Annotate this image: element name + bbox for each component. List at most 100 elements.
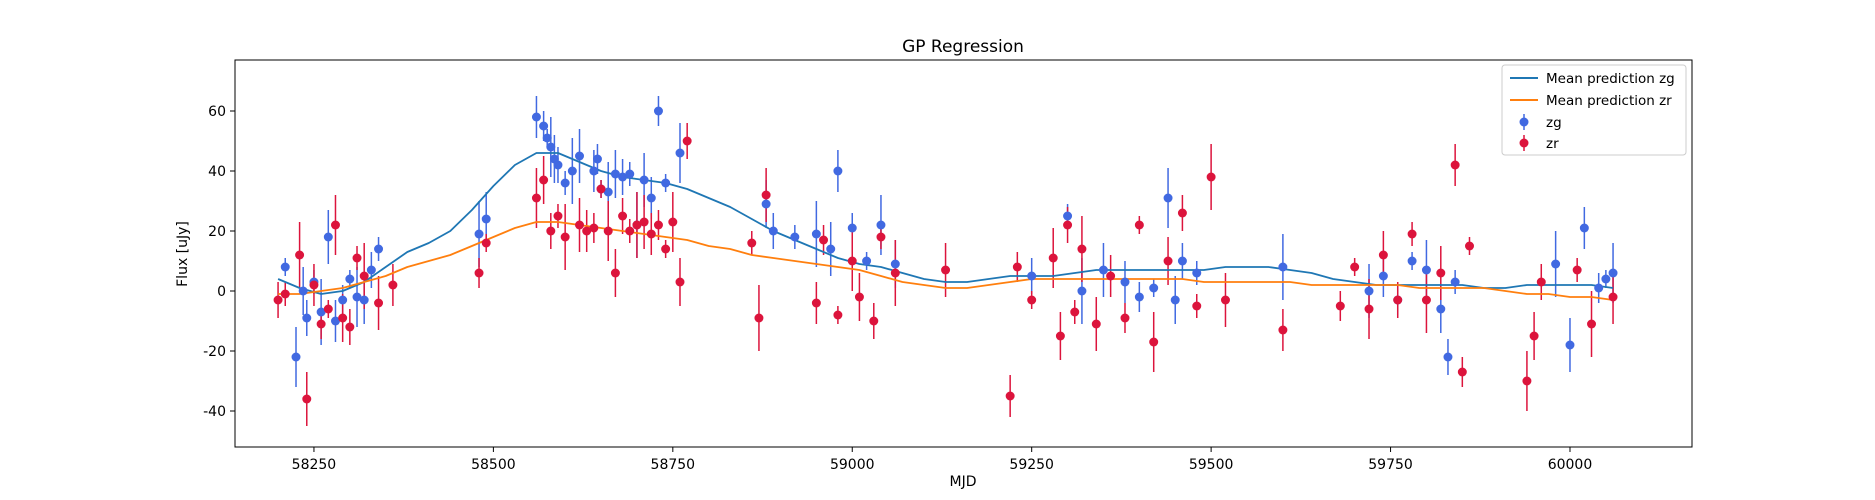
data-point-zg (474, 229, 484, 239)
data-point-zr (1077, 244, 1087, 254)
data-point-zr (941, 265, 951, 275)
x-tick-label: 58250 (292, 457, 337, 473)
data-point-zg (826, 244, 836, 254)
data-point-zr (639, 217, 649, 227)
data-point-zg (575, 151, 585, 161)
data-point-zr (338, 313, 348, 323)
data-point-zr (1134, 220, 1144, 230)
data-point-zr (1522, 376, 1532, 386)
data-point-zg (1579, 223, 1589, 233)
data-point-zr (1120, 313, 1130, 323)
data-point-zr (661, 244, 671, 254)
data-point-zr (553, 211, 563, 221)
data-point-zg (560, 178, 570, 188)
data-point-zr (1048, 253, 1058, 263)
data-point-zr (625, 226, 635, 236)
data-point-zg (1436, 304, 1446, 314)
data-point-zg (1378, 271, 1388, 281)
data-point-zr (890, 268, 900, 278)
plot-area (235, 60, 1692, 447)
data-point-zg (1192, 268, 1202, 278)
data-point-zr (1335, 301, 1345, 311)
data-point-zg (553, 160, 563, 170)
data-point-zr (854, 292, 864, 302)
data-point-zg (847, 223, 857, 233)
y-tick-label: 60 (208, 104, 226, 120)
data-point-zr (474, 268, 484, 278)
data-point-zr (539, 175, 549, 185)
x-tick-label: 59000 (830, 457, 875, 473)
data-point-zg (345, 274, 355, 284)
data-point-zg (366, 265, 376, 275)
data-point-zg (298, 286, 308, 296)
data-point-zr (1005, 391, 1015, 401)
data-point-zr (1027, 295, 1037, 305)
data-point-zr (1012, 262, 1022, 272)
data-point-zg (646, 193, 656, 203)
data-point-zr (1465, 241, 1475, 251)
data-point-zr (345, 322, 355, 332)
data-point-zg (653, 106, 663, 116)
data-point-zg (761, 199, 771, 209)
plot-frame (234, 59, 1693, 448)
data-point-zr (273, 295, 283, 305)
data-point-zr (1055, 331, 1065, 341)
data-point-zg (567, 166, 577, 176)
data-point-zr (374, 298, 384, 308)
x-tick-label: 59750 (1368, 457, 1413, 473)
data-point-zg (1407, 256, 1417, 266)
data-point-zg (1608, 268, 1618, 278)
legend-label-mean-zr: Mean prediction zr (1546, 93, 1672, 109)
data-point-zg (539, 121, 549, 131)
mean-line-mean-prediction-zr (278, 221, 1614, 301)
data-point-zg (542, 133, 552, 143)
data-point-zr (1608, 292, 1618, 302)
data-point-zr (1106, 271, 1116, 281)
data-point-zg (1170, 295, 1180, 305)
y-tick-label: -20 (203, 344, 226, 360)
data-point-zg (1278, 262, 1288, 272)
data-point-zr (1587, 319, 1597, 329)
data-point-zg (1601, 274, 1611, 284)
legend-label-zg: zg (1546, 115, 1562, 131)
y-tick-label: -40 (203, 404, 226, 420)
data-point-zg (291, 352, 301, 362)
data-point-zg (1098, 265, 1108, 275)
data-point-zr (1163, 256, 1173, 266)
data-point-zr (1149, 337, 1159, 347)
data-point-zr (1350, 262, 1360, 272)
data-point-zr (1529, 331, 1539, 341)
data-point-zr (359, 271, 369, 281)
data-point-zr (747, 238, 757, 248)
mean-prediction-lines (277, 152, 1614, 301)
data-point-zg (1565, 340, 1575, 350)
x-axis-label: MJD (950, 474, 977, 490)
data-point-zg (531, 112, 541, 122)
data-point-zr (1457, 367, 1467, 377)
data-point-zr (869, 316, 879, 326)
data-point-zr (481, 238, 491, 248)
data-point-zg (1177, 256, 1187, 266)
data-point-zg (1443, 352, 1453, 362)
data-point-zg (330, 316, 340, 326)
data-point-zg (661, 178, 671, 188)
data-point-zr (646, 229, 656, 239)
data-point-zg (639, 175, 649, 185)
data-point-zr (1450, 160, 1460, 170)
data-point-zr (1070, 307, 1080, 317)
data-point-zr (295, 250, 305, 260)
data-point-zr (352, 253, 362, 263)
data-point-zr (1192, 301, 1202, 311)
legend: Mean prediction zg Mean prediction zr zg… (1501, 64, 1687, 156)
data-point-zg (1063, 211, 1073, 221)
data-point-zg (811, 229, 821, 239)
data-point-zg (862, 256, 872, 266)
data-point-zg (833, 166, 843, 176)
data-point-zg (338, 295, 348, 305)
data-point-zr (302, 394, 312, 404)
data-point-zr (1091, 319, 1101, 329)
data-point-zg (1120, 277, 1130, 287)
x-tick-label: 58750 (651, 457, 696, 473)
x-axis: 58250 58500 58750 59000 59250 59500 59750 60000 (292, 447, 1592, 473)
data-point-zg (302, 313, 312, 323)
